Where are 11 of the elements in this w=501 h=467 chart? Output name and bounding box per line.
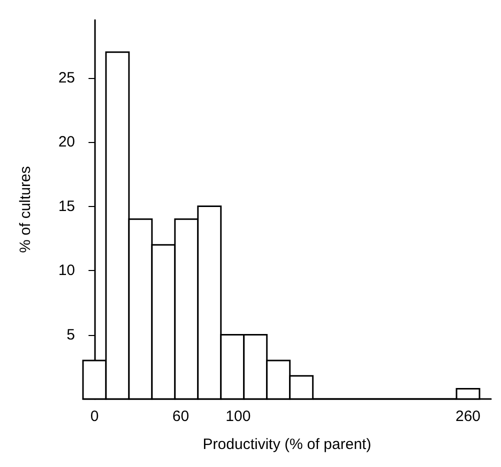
x-tick-label: 100	[226, 408, 251, 425]
x-tick-label: 0	[90, 408, 99, 425]
y-axis-title: % of cultures	[17, 166, 34, 253]
y-tick-label: 10	[58, 262, 75, 280]
x-tick-label: 260	[456, 408, 481, 425]
y-tick-label: 5	[66, 326, 75, 344]
x-axis-title: Productivity (% of parent)	[202, 436, 372, 453]
y-tick-label: 25	[58, 69, 75, 86]
x-tick-label: 60	[172, 408, 190, 425]
y-tick-label: 15	[58, 198, 75, 215]
y-tick-label: 20	[58, 134, 75, 151]
